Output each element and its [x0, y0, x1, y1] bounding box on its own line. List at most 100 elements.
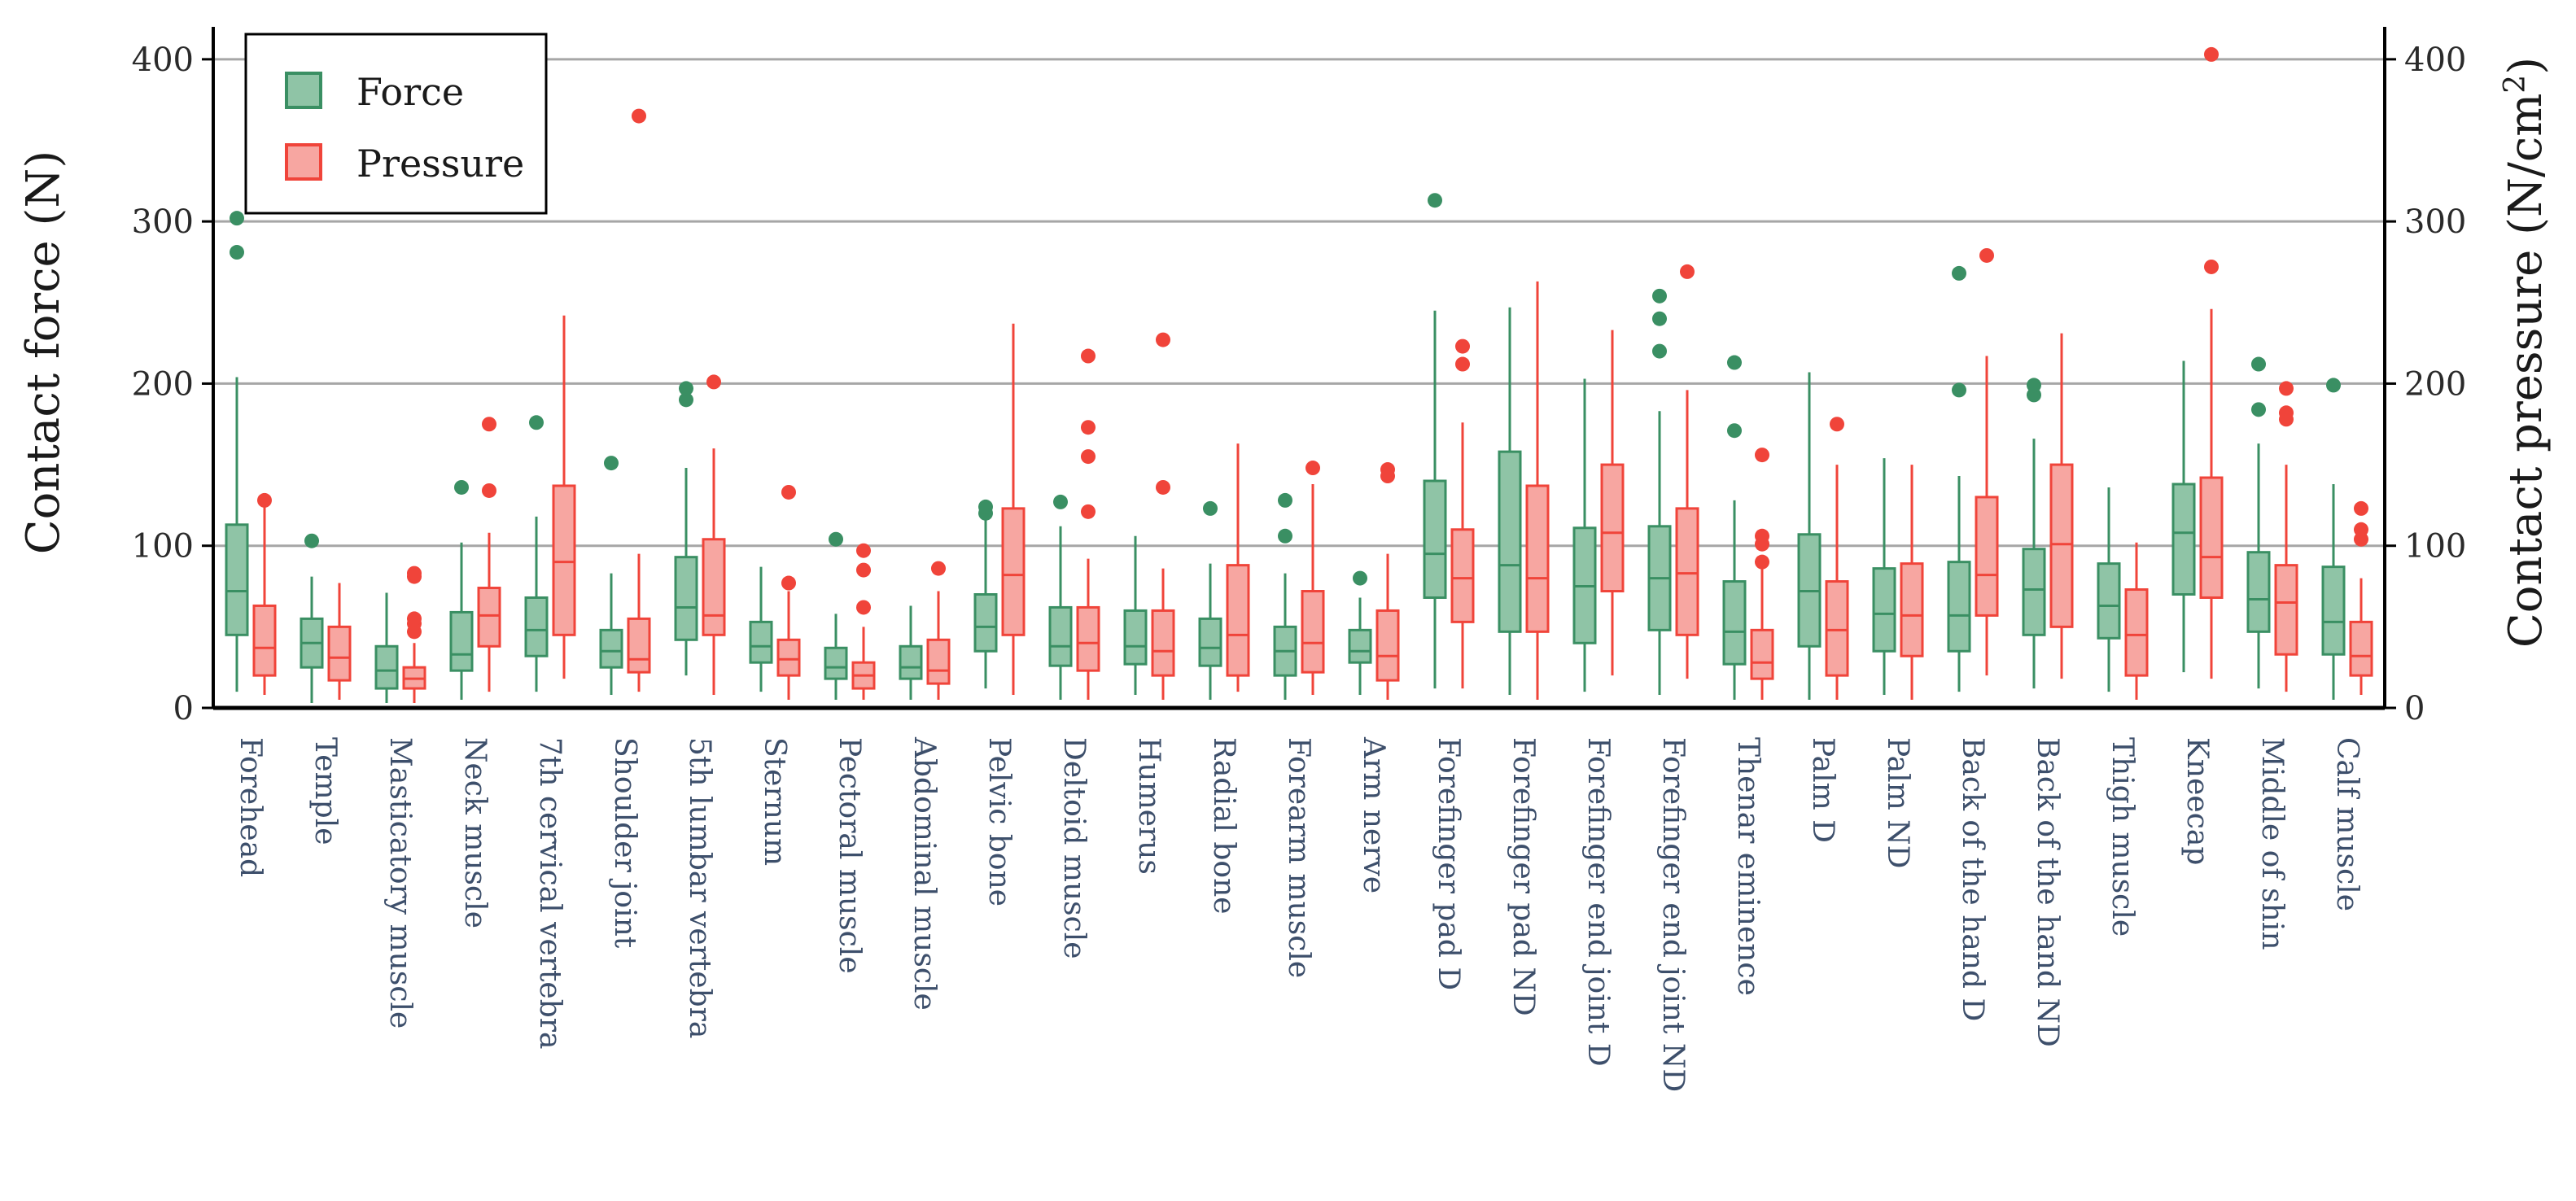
- pressure-box-14: [1301, 461, 1325, 696]
- force-outlier: [1203, 500, 1218, 516]
- pressure-box-12: [1151, 332, 1175, 701]
- force-box-21: [1797, 372, 1822, 701]
- pressure-box-15: [1375, 462, 1400, 701]
- force-box: [2171, 483, 2196, 596]
- pressure-outlier: [1081, 449, 1096, 465]
- force-box: [1498, 450, 1522, 633]
- pressure-box: [1975, 496, 1999, 617]
- pressure-box-17: [1525, 281, 1550, 701]
- category-labels: Forehead Temple Masticatory muscle Neck mus…: [234, 736, 2364, 1092]
- category-label: Palm ND: [1881, 737, 1914, 869]
- pressure-outlier: [2354, 500, 2368, 516]
- pressure-box-18: [1600, 330, 1625, 676]
- force-outlier: [1278, 528, 1292, 544]
- category-label: Forefinger end joint D: [1581, 737, 1615, 1067]
- force-outlier: [978, 499, 993, 514]
- right-axis-title-main: Contact pressure (N/cm: [2499, 94, 2552, 648]
- force-box-10: [973, 499, 998, 689]
- category-label: Back of the hand D: [1956, 737, 1989, 1021]
- pressure-outlier: [1755, 528, 1769, 544]
- pressure-box: [2124, 588, 2149, 677]
- force-outlier: [1727, 423, 1742, 439]
- force-box-19: [1647, 288, 1672, 696]
- category-label: Sternum: [758, 737, 791, 866]
- pressure-box: [776, 638, 801, 677]
- category-label: 7th cervical vertebra: [533, 737, 566, 1049]
- pressure-box: [552, 484, 576, 636]
- pressure-box-20: [1750, 448, 1774, 701]
- force-box-7: [749, 566, 773, 692]
- pressure-box-22: [1900, 465, 1924, 701]
- force-box-22: [1872, 458, 1896, 696]
- force-outlier: [1952, 265, 1966, 281]
- pressure-box: [1825, 580, 1849, 677]
- force-box-4: [524, 415, 549, 692]
- force-box-11: [1048, 494, 1073, 701]
- pressure-outlier: [257, 492, 272, 508]
- pressure-box-11: [1076, 348, 1100, 701]
- category-label: Pectoral muscle: [833, 737, 866, 974]
- pressure-box: [1375, 609, 1400, 682]
- pressure-box: [926, 638, 951, 685]
- pressure-box-5: [627, 108, 651, 692]
- pressure-box-21: [1825, 417, 1849, 701]
- force-box-8: [824, 531, 848, 701]
- pressure-box-25: [2124, 542, 2149, 701]
- right-tick-label: 0: [2404, 690, 2425, 727]
- force-outlier: [454, 479, 469, 495]
- force-box: [225, 523, 249, 636]
- pressure-outlier: [856, 543, 871, 558]
- category-label: Forearm muscle: [1282, 737, 1315, 978]
- right-axis-title: Contact pressure (N/cm2): [2499, 57, 2553, 648]
- tick-labels: 0 0 100 100 200 200 300 300 400 400: [132, 41, 2467, 727]
- force-outlier: [2326, 378, 2341, 393]
- force-box: [1123, 609, 1148, 666]
- force-outlier: [2251, 402, 2266, 417]
- pressure-outlier: [2279, 405, 2294, 421]
- pressure-outlier: [856, 600, 871, 615]
- pressure-outlier: [1680, 264, 1695, 279]
- category-label: Kneecap: [2180, 737, 2214, 865]
- category-label: Back of the hand ND: [2031, 737, 2064, 1047]
- box-series: [225, 46, 2373, 704]
- force-outlier: [2251, 356, 2266, 372]
- right-axis-title-end: ): [2499, 57, 2552, 75]
- right-tick-label: 300: [2404, 203, 2466, 241]
- force-box: [824, 646, 848, 680]
- force-box-20: [1722, 355, 1747, 701]
- force-box-25: [2097, 487, 2121, 692]
- pressure-outlier: [1755, 554, 1769, 570]
- force-box-12: [1123, 535, 1148, 696]
- pressure-box: [2349, 620, 2373, 677]
- category-label: Abdominal muscle: [908, 736, 941, 1011]
- force-box: [2022, 548, 2046, 636]
- pressure-outlier: [1081, 420, 1096, 435]
- pressure-box: [1600, 463, 1625, 593]
- pressure-outlier: [2279, 381, 2294, 396]
- pressure-outlier: [1755, 448, 1769, 463]
- pressure-box: [1900, 562, 1924, 657]
- pressure-outlier: [1081, 348, 1096, 364]
- pressure-box-26: [2199, 46, 2224, 679]
- force-box: [1423, 479, 1447, 599]
- pressure-box-6: [702, 374, 726, 696]
- left-tick-label: 400: [132, 41, 194, 79]
- force-box: [374, 644, 399, 690]
- pressure-outlier: [2204, 46, 2219, 62]
- force-box: [1048, 605, 1073, 667]
- force-box: [449, 610, 474, 672]
- force-box: [674, 556, 698, 641]
- pressure-box-16: [1450, 338, 1475, 689]
- force-box: [1348, 628, 1372, 664]
- force-box-27: [2246, 356, 2271, 689]
- force-outlier: [679, 381, 693, 396]
- axes: [202, 27, 2396, 710]
- category-label: Pelvic bone: [982, 737, 1016, 906]
- category-label: Radial bone: [1207, 737, 1240, 915]
- pressure-outlier: [781, 484, 796, 500]
- pressure-box-0: [252, 492, 277, 696]
- pressure-box-4: [552, 315, 576, 679]
- category-label: Thigh muscle: [2106, 737, 2139, 937]
- force-outlier: [1652, 343, 1667, 359]
- force-box-5: [599, 456, 623, 696]
